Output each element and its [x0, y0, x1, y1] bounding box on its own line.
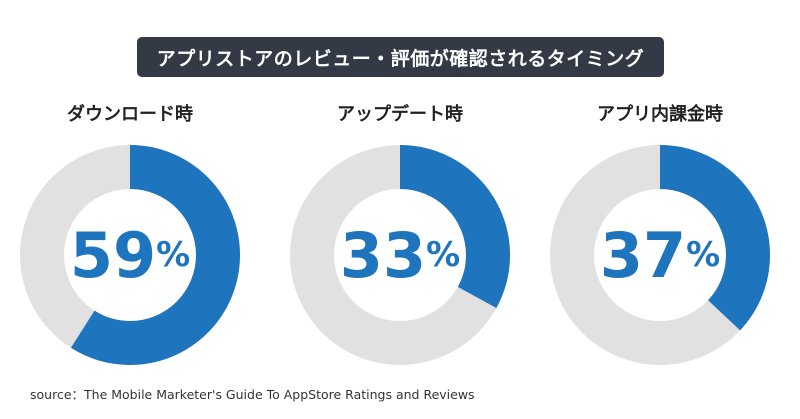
donut-arc-iap: [550, 145, 770, 365]
donut-label-iap: アプリ内課金時: [597, 104, 723, 125]
donut-panel-download: ダウンロード時 59%: [15, 100, 245, 370]
donut-svg-update: 33%: [290, 145, 510, 365]
donut-arc-download: [20, 145, 240, 365]
donut-value-update: 33%: [340, 219, 460, 292]
chart-title: アプリストアのレビュー・評価が確認されるタイミング: [156, 47, 645, 70]
title-banner: アプリストアのレビュー・評価が確認されるタイミング: [137, 37, 664, 77]
donut-value-iap: 37%: [600, 219, 720, 292]
source-citation: source：The Mobile Marketer's Guide To Ap…: [30, 387, 475, 402]
donut-value-number-iap: 37: [600, 219, 686, 292]
donut-label-download: ダウンロード時: [67, 104, 193, 125]
donut-chart-iap: 37%: [550, 145, 770, 365]
donut-value-download: 59%: [70, 219, 190, 292]
donut-chart-update: 33%: [290, 145, 510, 365]
donut-svg-download: 59%: [20, 145, 240, 365]
donut-value-unit-update: %: [426, 235, 460, 275]
donut-panel-update: アップデート時 33%: [285, 100, 515, 370]
donut-value-number-download: 59: [70, 219, 156, 292]
donut-value-unit-download: %: [156, 235, 190, 275]
donut-chart-download: 59%: [20, 145, 240, 365]
donut-value-number-update: 33: [340, 219, 426, 292]
donut-value-unit-iap: %: [686, 235, 720, 275]
donut-panel-iap: アプリ内課金時 37%: [545, 100, 775, 370]
donut-svg-iap: 37%: [550, 145, 770, 365]
donut-label-update: アップデート時: [337, 104, 463, 125]
donut-arc-update: [290, 145, 510, 365]
